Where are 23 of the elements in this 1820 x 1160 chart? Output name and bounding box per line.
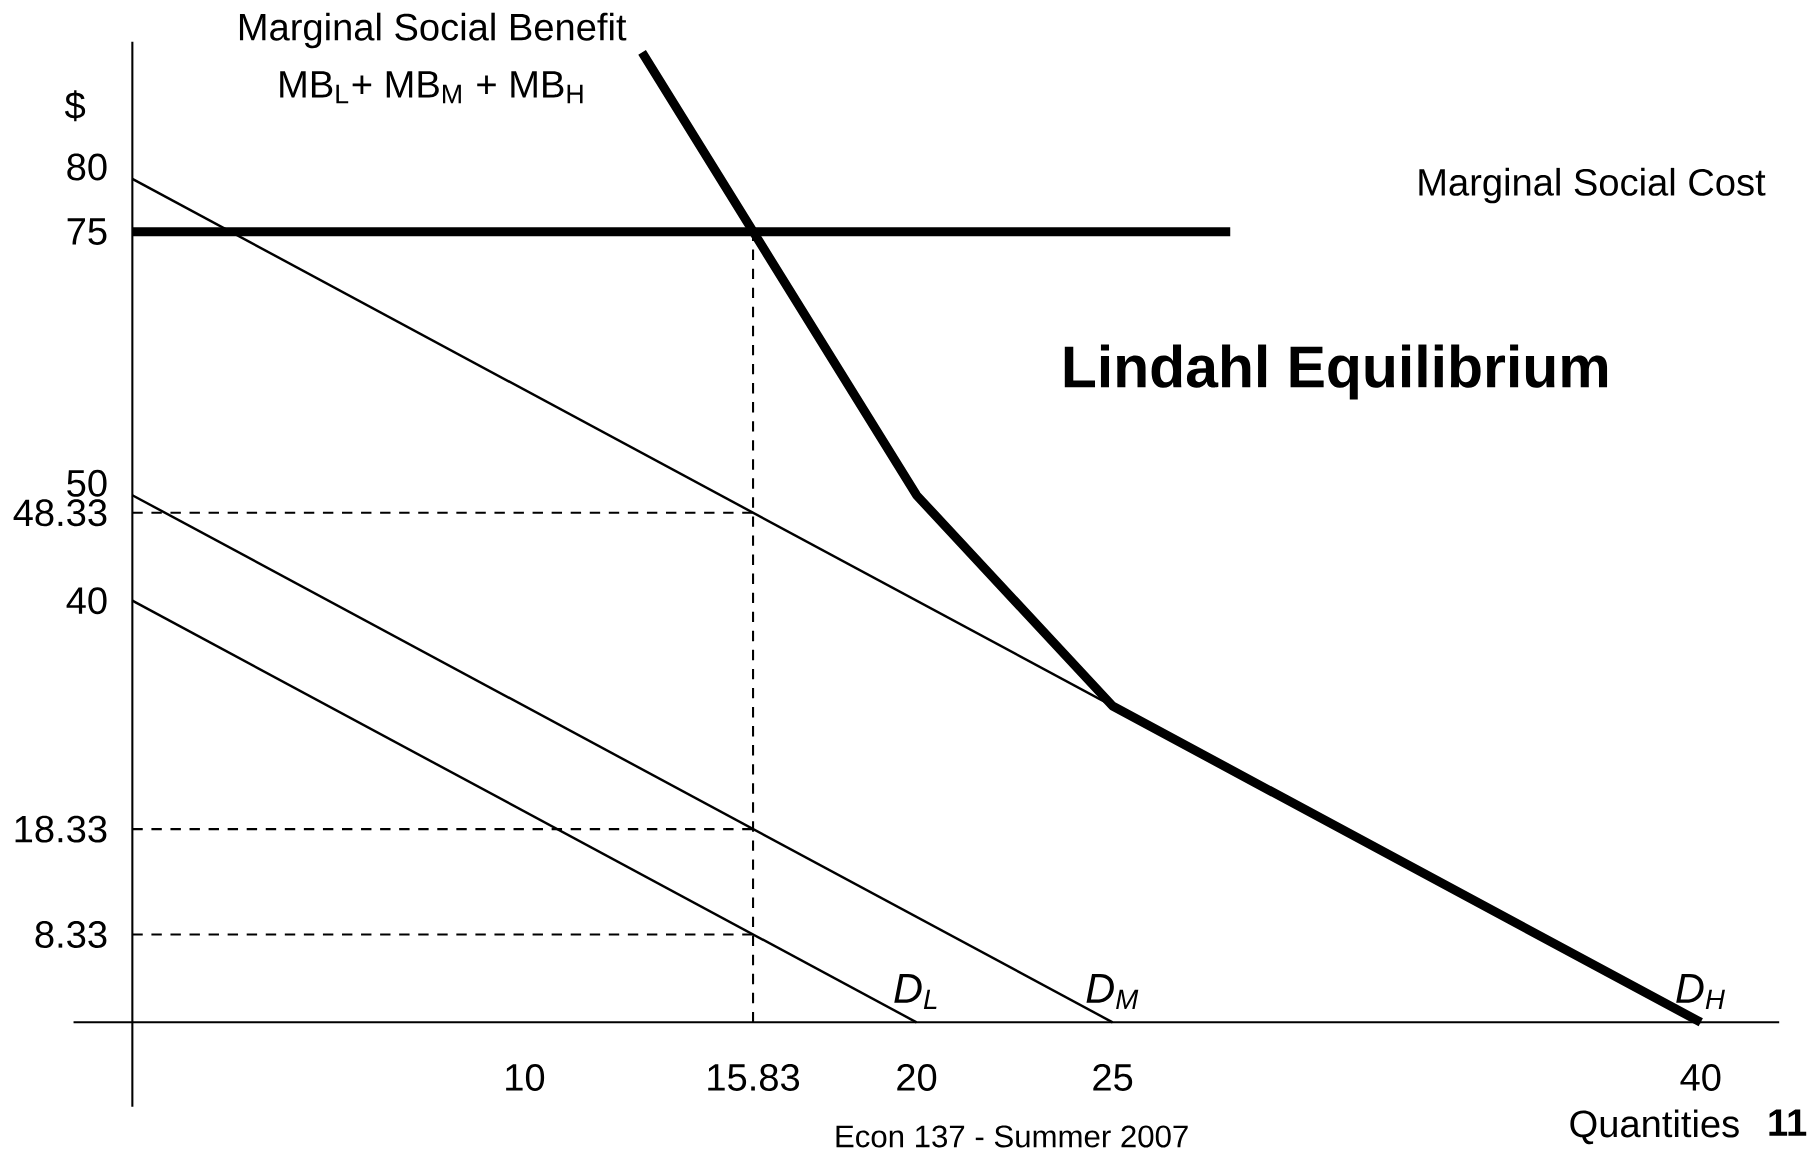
y-tick-label: 18.33 bbox=[15, 815, 107, 843]
text: Lindahl Equilibrium bbox=[1064, 344, 1608, 400]
annotation: Marginal Social Cost bbox=[1419, 167, 1766, 204]
x-tick-label: 20 bbox=[897, 1063, 937, 1091]
text: Econ 137 - Summer 2007 bbox=[836, 1125, 1188, 1148]
x-tick-label: 40 bbox=[1680, 1063, 1721, 1091]
y-tick-label: 40 bbox=[66, 587, 107, 615]
x-tick-label: 15.83 bbox=[708, 1063, 800, 1091]
y-tick-label: 50 bbox=[67, 469, 107, 497]
y-tick-label: 75 bbox=[67, 218, 107, 245]
x-axis-title: Quantities bbox=[1570, 1109, 1739, 1145]
series-label: D$_{H}$ bbox=[1676, 974, 1725, 1009]
x-tick-label: 25 bbox=[1093, 1063, 1133, 1091]
text: 11 bbox=[1769, 1109, 1807, 1136]
y-tick-label: 80 bbox=[67, 153, 107, 181]
series-label: D$_{M}$ bbox=[1086, 974, 1139, 1009]
y-tick-label: 48.33 bbox=[13, 499, 107, 527]
annotation: MB$_{L}$+ MB$_{M}$ + MB$_{H}$ bbox=[280, 71, 583, 104]
series-label: D$_{L}$ bbox=[894, 974, 937, 1009]
y-axis-title: $ bbox=[64, 90, 86, 122]
annotation: Marginal Social Benefit bbox=[239, 12, 627, 49]
x-tick-label: 10 bbox=[506, 1063, 545, 1091]
y-tick-label: 8.33 bbox=[35, 920, 107, 948]
